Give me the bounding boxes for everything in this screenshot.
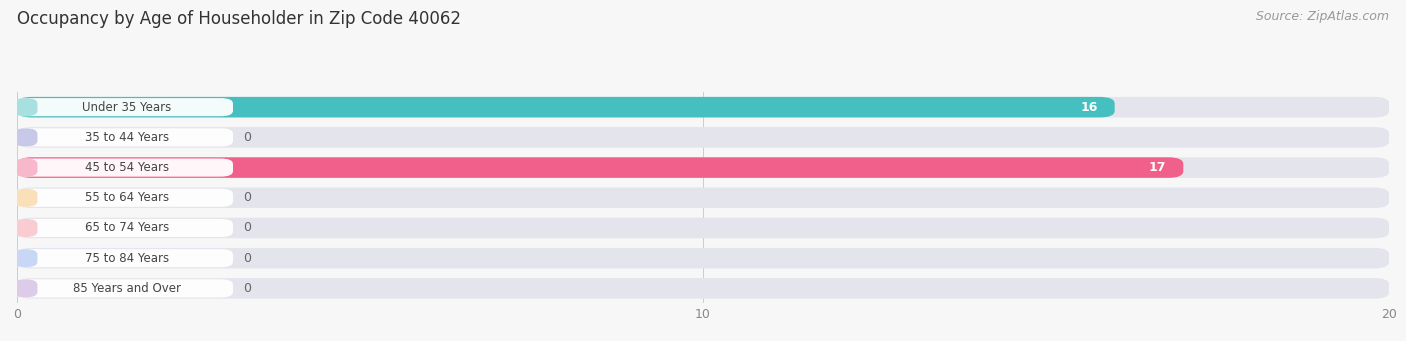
FancyBboxPatch shape [17,218,1389,238]
FancyBboxPatch shape [14,189,233,207]
Text: 75 to 84 Years: 75 to 84 Years [84,252,169,265]
FancyBboxPatch shape [14,128,233,146]
FancyBboxPatch shape [17,188,1389,208]
FancyBboxPatch shape [14,279,38,297]
FancyBboxPatch shape [14,159,233,177]
Text: 17: 17 [1149,161,1166,174]
FancyBboxPatch shape [14,159,38,177]
FancyBboxPatch shape [14,128,38,146]
Text: 45 to 54 Years: 45 to 54 Years [84,161,169,174]
Text: Under 35 Years: Under 35 Years [82,101,172,114]
FancyBboxPatch shape [14,249,38,267]
Text: 85 Years and Over: 85 Years and Over [73,282,180,295]
Text: 0: 0 [243,131,252,144]
FancyBboxPatch shape [17,248,1389,268]
FancyBboxPatch shape [17,157,1184,178]
FancyBboxPatch shape [14,249,233,267]
FancyBboxPatch shape [17,97,1389,117]
Text: 0: 0 [243,191,252,204]
FancyBboxPatch shape [14,219,233,237]
Text: 55 to 64 Years: 55 to 64 Years [84,191,169,204]
FancyBboxPatch shape [14,279,233,297]
FancyBboxPatch shape [14,219,38,237]
FancyBboxPatch shape [17,157,1389,178]
FancyBboxPatch shape [14,98,38,116]
FancyBboxPatch shape [17,97,1115,117]
Text: 0: 0 [243,252,252,265]
Text: Source: ZipAtlas.com: Source: ZipAtlas.com [1256,10,1389,23]
Text: 35 to 44 Years: 35 to 44 Years [84,131,169,144]
FancyBboxPatch shape [14,98,233,116]
FancyBboxPatch shape [17,278,1389,299]
Text: 16: 16 [1080,101,1098,114]
Text: Occupancy by Age of Householder in Zip Code 40062: Occupancy by Age of Householder in Zip C… [17,10,461,28]
Text: 0: 0 [243,222,252,235]
FancyBboxPatch shape [14,189,38,207]
FancyBboxPatch shape [17,127,1389,148]
Text: 65 to 74 Years: 65 to 74 Years [84,222,169,235]
Text: 0: 0 [243,282,252,295]
